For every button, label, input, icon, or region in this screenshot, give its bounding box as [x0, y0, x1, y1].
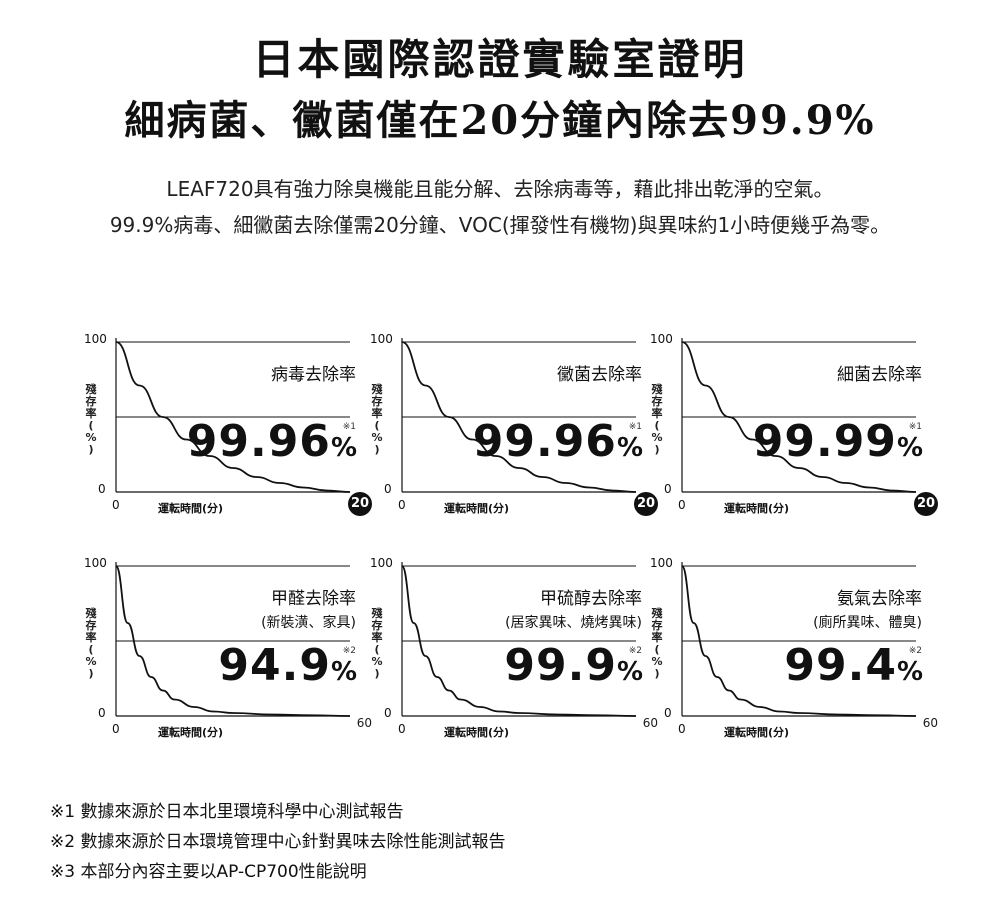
x-tick-label: 0 [398, 498, 406, 512]
chart-svg [115, 338, 351, 493]
y-tick-label: 100 [370, 556, 393, 570]
page-title: 日本國際認證實驗室證明 [252, 35, 748, 84]
footnote-mark: ※1 [342, 422, 356, 432]
footnote-mark: ※2 [342, 646, 356, 656]
x-tick-label-end: 20 [914, 492, 938, 516]
removal-rate-value: 99.96% [473, 416, 644, 467]
removal-rate-number: 99.96 [472, 416, 617, 467]
removal-rate-number: 99.99 [752, 416, 897, 467]
y-tick-label: 0 [98, 482, 106, 496]
chart-title: 細菌去除率 [837, 365, 922, 385]
intro-text-line-2: 99.9%病毒、細黴菌去除僅需20分鐘、VOC(揮發性有機物)與異味約1小時便幾… [109, 213, 891, 237]
x-axis-label: 運転時間(分) [444, 502, 510, 515]
x-tick-label: 0 [112, 722, 120, 736]
removal-rate-value: 99.96% [187, 416, 358, 467]
removal-rate-value: 94.9% [218, 640, 358, 691]
removal-rate-number: 99.96 [186, 416, 331, 467]
footnote-mark: ※1 [628, 422, 642, 432]
y-tick-label: 0 [664, 706, 672, 720]
y-tick-label: 100 [84, 556, 107, 570]
decay-curve [401, 341, 637, 493]
y-tick-label: 0 [664, 482, 672, 496]
removal-rate-value: 99.4% [784, 640, 924, 691]
decay-curve [681, 341, 917, 493]
footnote-1: ※1 數據來源於日本北里環境科學中心測試報告 [50, 802, 404, 822]
removal-rate-value: 99.99% [753, 416, 924, 467]
y-axis-label: 殘 存 率 ( % ) [371, 383, 383, 456]
y-axis-label: 殘 存 率 ( % ) [85, 383, 97, 456]
y-tick-label: 0 [384, 706, 392, 720]
y-tick-label: 100 [650, 556, 673, 570]
decay-curve [115, 341, 351, 493]
chart-title: 甲醛去除率 [271, 589, 356, 609]
x-tick-label-end: 60 [356, 716, 372, 730]
chart-title: 甲硫醇去除率 [540, 589, 642, 609]
footnote-2: ※2 數據來源於日本環境管理中心針對異味去除性能測試報告 [50, 832, 506, 852]
intro-text-line-1: LEAF720具有強力除臭機能且能分解、去除病毒等，藉此排出乾淨的空氣。 [166, 177, 834, 201]
decay-curve [681, 565, 917, 717]
chart-subtitle: (居家異味、燒烤異味) [505, 615, 642, 631]
x-tick-label-end: 60 [642, 716, 658, 730]
footnote-mark: ※1 [908, 422, 922, 432]
removal-rate-value: 99.9% [504, 640, 644, 691]
y-tick-label: 100 [370, 332, 393, 346]
percent-unit: % [330, 657, 358, 687]
y-axis-label: 殘 存 率 ( % ) [371, 607, 383, 680]
chart-panel: 殘 存 率 ( % ) 100 0 0 60 運転時間(分) 甲硫醇去除率 (居家異味、燒烤異… [370, 554, 658, 754]
y-tick-label: 0 [384, 482, 392, 496]
chart-subtitle: (廁所異味、體臭) [813, 615, 922, 631]
chart-panel: 殘 存 率 ( % ) 100 0 0 60 運転時間(分) 甲醛去除率 (新裝潢、家具) ※2… [84, 554, 372, 754]
page-headline: 細病菌、黴菌僅在20分鐘內除去99.9% [124, 97, 876, 144]
chart-panel: 殘 存 率 ( % ) 100 0 0 20 運転時間(分) 細菌去除率 ※1 99.99% [650, 330, 938, 530]
chart-title: 病毒去除率 [271, 365, 356, 385]
x-tick-label-end: 60 [922, 716, 938, 730]
x-axis-label: 運転時間(分) [724, 502, 790, 515]
x-tick-label-end: 20 [634, 492, 658, 516]
percent-unit: % [896, 657, 924, 687]
x-axis-label: 運転時間(分) [444, 726, 510, 739]
x-tick-label: 0 [678, 722, 686, 736]
decay-curve [115, 565, 351, 717]
chart-title: 氨氣去除率 [837, 589, 922, 609]
chart-svg [401, 338, 637, 493]
percent-unit: % [616, 657, 644, 687]
chart-svg [681, 338, 917, 493]
footnote-3: ※3 本部分內容主要以AP-CP700性能說明 [50, 862, 367, 882]
y-axis-label: 殘 存 率 ( % ) [651, 607, 663, 680]
removal-rate-number: 94.9 [218, 640, 331, 691]
chart-panel: 殘 存 率 ( % ) 100 0 0 20 運転時間(分) 病毒去除率 ※1 99.96% [84, 330, 372, 530]
percent-unit: % [330, 433, 358, 463]
removal-rate-number: 99.9 [504, 640, 617, 691]
x-axis-label: 運転時間(分) [724, 726, 790, 739]
x-tick-label: 0 [398, 722, 406, 736]
y-axis-label: 殘 存 率 ( % ) [651, 383, 663, 456]
footnote-mark: ※2 [908, 646, 922, 656]
percent-unit: % [616, 433, 644, 463]
percent-unit: % [896, 433, 924, 463]
x-axis-label: 運転時間(分) [158, 726, 224, 739]
removal-rate-number: 99.4 [784, 640, 897, 691]
x-tick-label: 0 [112, 498, 120, 512]
y-tick-label: 0 [98, 706, 106, 720]
chart-svg [401, 562, 637, 717]
y-tick-label: 100 [84, 332, 107, 346]
x-tick-label-end: 20 [348, 492, 372, 516]
footnote-mark: ※2 [628, 646, 642, 656]
y-axis-label: 殘 存 率 ( % ) [85, 607, 97, 680]
chart-svg [681, 562, 917, 717]
chart-title: 黴菌去除率 [557, 365, 642, 385]
chart-panel: 殘 存 率 ( % ) 100 0 0 60 運転時間(分) 氨氣去除率 (廁所異味、體臭) ※… [650, 554, 938, 754]
chart-panel: 殘 存 率 ( % ) 100 0 0 20 運転時間(分) 黴菌去除率 ※1 99.96% [370, 330, 658, 530]
decay-curve [401, 565, 637, 717]
chart-svg [115, 562, 351, 717]
y-tick-label: 100 [650, 332, 673, 346]
x-tick-label: 0 [678, 498, 686, 512]
x-axis-label: 運転時間(分) [158, 502, 224, 515]
chart-subtitle: (新裝潢、家具) [261, 615, 356, 631]
